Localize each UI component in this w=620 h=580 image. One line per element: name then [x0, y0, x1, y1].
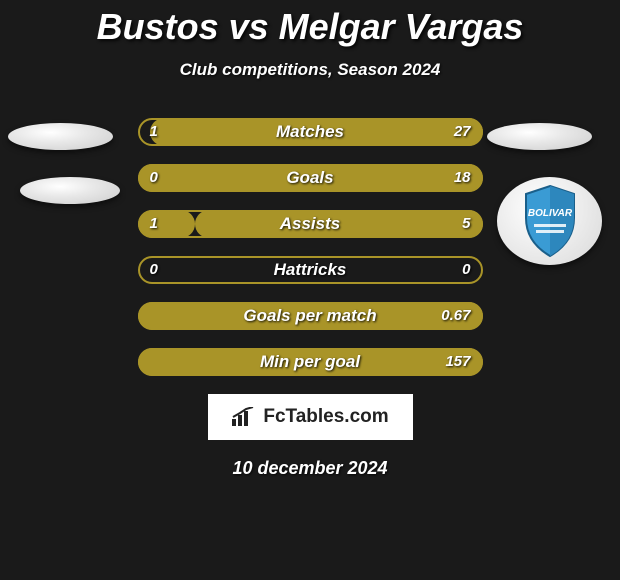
stat-label: Hattricks [138, 256, 483, 284]
stat-label: Goals [138, 164, 483, 192]
stat-row: Min per goal157 [138, 348, 483, 376]
fctables-branding: FcTables.com [208, 394, 413, 440]
player1-club-badge-1 [8, 123, 113, 150]
fctables-label: FcTables.com [263, 406, 388, 428]
stat-row: Goals per match0.67 [138, 302, 483, 330]
fctables-logo-icon [231, 407, 257, 427]
stat-value-player1: 1 [150, 210, 158, 238]
stat-label: Min per goal [138, 348, 483, 376]
stat-label: Goals per match [138, 302, 483, 330]
svg-text:BOLIVAR: BOLIVAR [527, 208, 572, 219]
comparison-infographic: Bustos vs Melgar Vargas Club competition… [0, 0, 620, 580]
stat-row: Goals0 18 [138, 164, 483, 192]
player2-club-badge-1 [487, 123, 592, 150]
stat-value-player2: 18 [454, 164, 471, 192]
stat-value-player2: 0.67 [441, 302, 470, 330]
stat-row: Matches1 27 [138, 118, 483, 146]
stat-label: Assists [138, 210, 483, 238]
player2-club-badge-2: BOLIVAR [497, 177, 602, 265]
stat-value-player2: 5 [462, 210, 470, 238]
stat-row: Hattricks0 0 [138, 256, 483, 284]
stat-value-player2: 157 [445, 348, 470, 376]
player1-club-badge-2 [20, 177, 120, 204]
subtitle: Club competitions, Season 2024 [0, 60, 620, 80]
stat-value-player1: 0 [150, 164, 158, 192]
stat-value-player1: 0 [150, 256, 158, 284]
bolivar-crest-icon: BOLIVAR [520, 184, 580, 258]
stat-label: Matches [138, 118, 483, 146]
stat-value-player2: 27 [454, 118, 471, 146]
stats-table: Matches127Goals018Assists15Hattricks00Go… [138, 118, 483, 376]
stat-value-player1: 1 [150, 118, 158, 146]
page-title: Bustos vs Melgar Vargas [0, 0, 620, 48]
stat-row: Assists1 5 [138, 210, 483, 238]
date-label: 10 december 2024 [0, 458, 620, 479]
stat-value-player2: 0 [462, 256, 470, 284]
